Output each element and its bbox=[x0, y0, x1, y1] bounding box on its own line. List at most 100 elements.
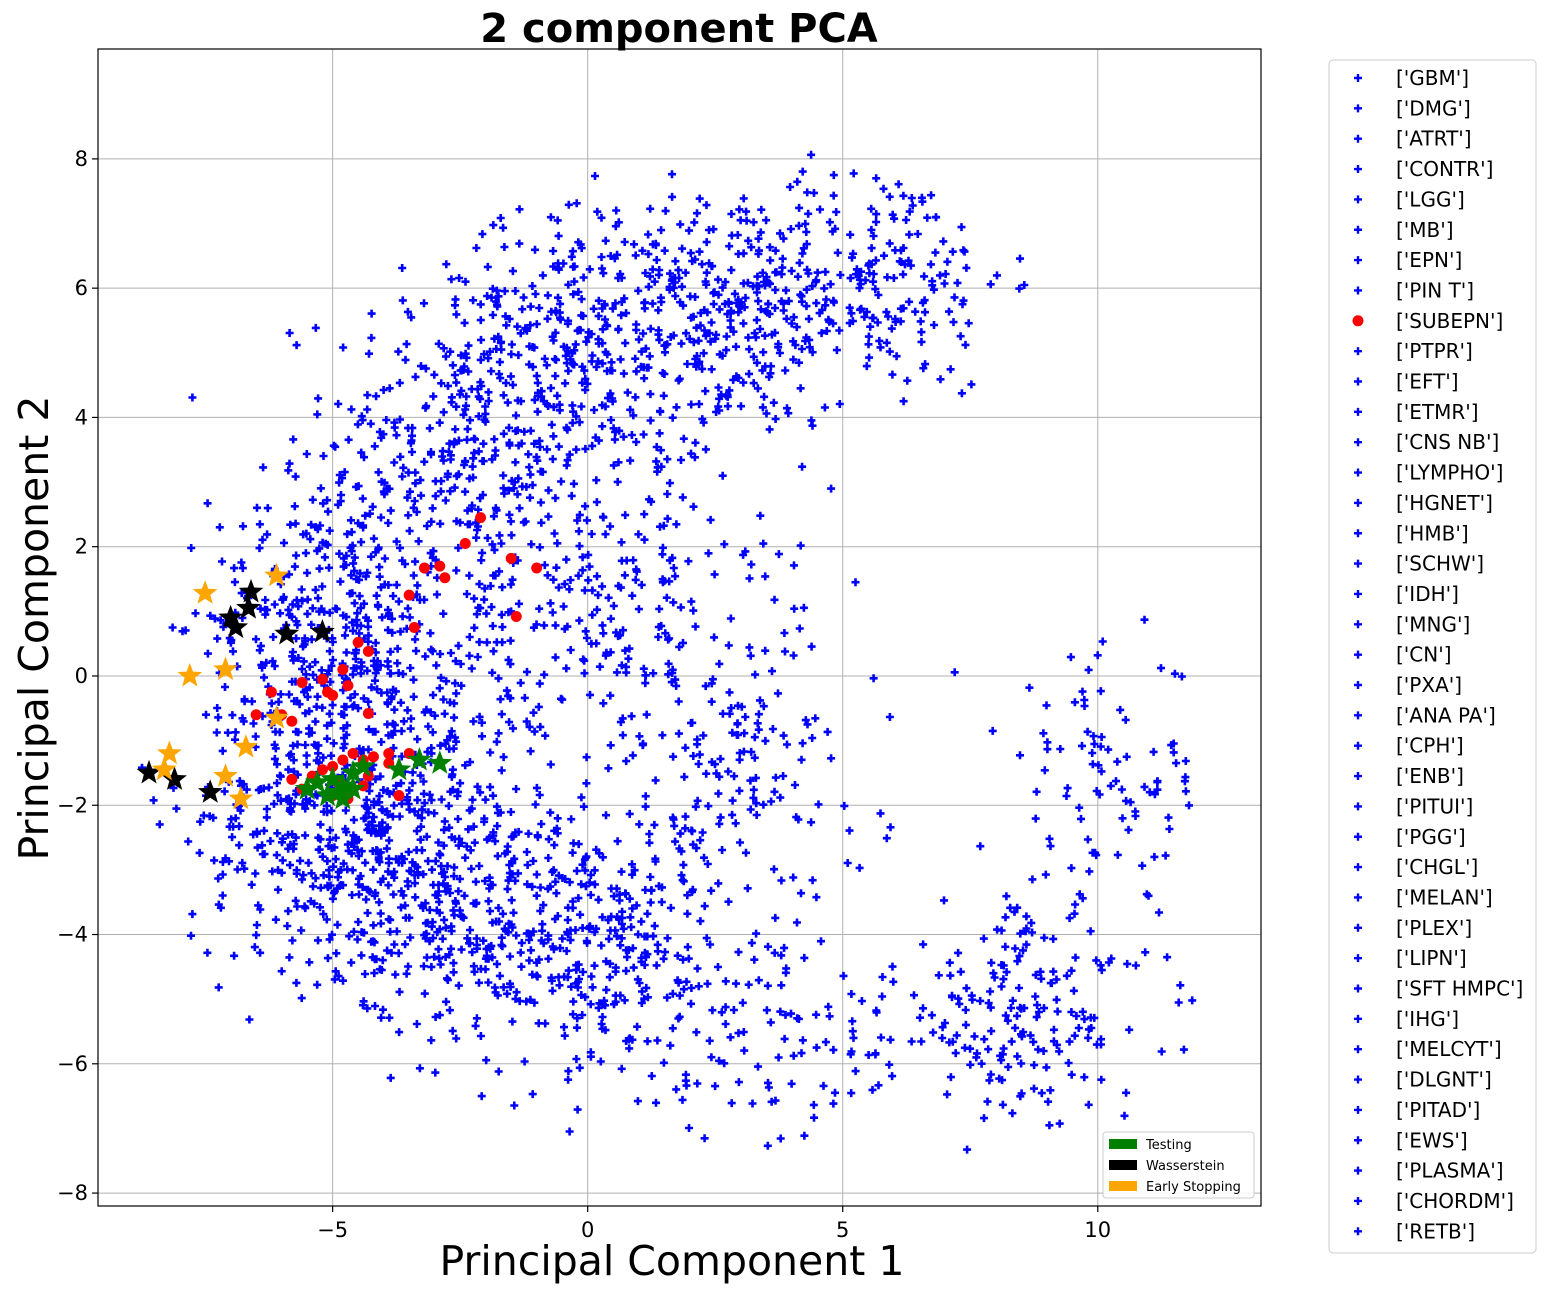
class-legend-label: ['LIPN'] bbox=[1396, 946, 1467, 970]
class-legend-label: ['MB'] bbox=[1396, 218, 1454, 242]
x-tick-label: 10 bbox=[1084, 1218, 1111, 1242]
subepn-point bbox=[408, 622, 420, 633]
class-legend-label: ['LYMPHO'] bbox=[1396, 461, 1503, 485]
class-legend-label: ['EWS'] bbox=[1396, 1128, 1468, 1152]
background-point-markers bbox=[138, 150, 1197, 1154]
class-legend-label: ['EPN'] bbox=[1396, 248, 1462, 272]
wasserstein-point bbox=[238, 578, 264, 603]
class-legend-label: ['PTPR'] bbox=[1396, 339, 1473, 363]
class-legend-marker bbox=[1354, 893, 1362, 902]
class-legend-marker bbox=[1354, 1166, 1362, 1175]
wasserstein-point bbox=[162, 766, 187, 790]
class-legend-marker bbox=[1354, 347, 1362, 356]
grid bbox=[98, 49, 1261, 1206]
class-legend-label: ['HGNET'] bbox=[1396, 491, 1493, 515]
wasserstein-point bbox=[197, 779, 223, 803]
subepn-point bbox=[337, 754, 349, 766]
class-legend-marker bbox=[1354, 832, 1362, 841]
x-axis-label: Principal Component 1 bbox=[440, 1237, 905, 1285]
subepn-point bbox=[367, 751, 379, 763]
early-stopping-point bbox=[213, 763, 238, 787]
class-legend-label: ['CNS NB'] bbox=[1396, 430, 1499, 454]
y-tick-label: −4 bbox=[57, 923, 88, 947]
testing-point bbox=[330, 785, 356, 810]
class-legend-label: ['ENB'] bbox=[1396, 764, 1464, 788]
class-legend-label: ['ATRT'] bbox=[1396, 127, 1472, 151]
y-axis-label: Principal Component 2 bbox=[10, 396, 58, 861]
class-legend-marker bbox=[1354, 286, 1362, 295]
testing-point bbox=[386, 756, 412, 781]
class-legend-label: ['DMG'] bbox=[1396, 96, 1471, 120]
subepn-point bbox=[510, 611, 522, 623]
early-stopping-point bbox=[177, 663, 203, 687]
class-legend-label: ['EFT'] bbox=[1396, 370, 1459, 394]
class-legend-marker bbox=[1354, 954, 1362, 963]
class-legend-label: ['DLGNT'] bbox=[1396, 1068, 1492, 1092]
subepn-point bbox=[327, 760, 339, 772]
early-stopping-point bbox=[264, 705, 289, 729]
early-stopping-point bbox=[192, 580, 218, 604]
class-legend-marker bbox=[1354, 195, 1362, 204]
plot-frame bbox=[97, 48, 1262, 1207]
class-legend-marker bbox=[1354, 1014, 1362, 1023]
class-legend-marker bbox=[1354, 498, 1362, 507]
subepn-point bbox=[383, 748, 395, 760]
subepn-point bbox=[316, 764, 328, 776]
y-tick-label: 8 bbox=[75, 147, 88, 171]
class-legend-marker bbox=[1354, 1136, 1362, 1145]
x-tick-label: −5 bbox=[317, 1218, 348, 1242]
x-tick-label: 5 bbox=[836, 1218, 849, 1242]
method-legend-label: Early Stopping bbox=[1146, 1180, 1241, 1195]
subepn-point bbox=[286, 715, 298, 727]
class-legend-marker bbox=[1354, 863, 1362, 872]
class-legend-marker bbox=[1354, 1227, 1362, 1236]
class-legend-label: ['CHGL'] bbox=[1396, 855, 1478, 879]
subepn-point bbox=[439, 572, 451, 584]
subepn-point bbox=[393, 790, 405, 802]
early-stopping-point bbox=[264, 562, 289, 587]
y-tick-label: 0 bbox=[75, 664, 88, 688]
class-legend-label: ['ETMR'] bbox=[1396, 400, 1479, 424]
subepn-point bbox=[342, 680, 354, 692]
class-legend-label: ['PIN T'] bbox=[1396, 278, 1474, 302]
subepn-point bbox=[505, 552, 517, 564]
class-legend-marker bbox=[1354, 772, 1362, 781]
class-legend-label: ['IDH'] bbox=[1396, 582, 1459, 606]
class-legend-label: ['MELAN'] bbox=[1396, 885, 1493, 909]
subepn-point bbox=[352, 636, 364, 648]
subepn-point bbox=[250, 709, 262, 721]
testing-point bbox=[305, 769, 330, 794]
testing-point bbox=[325, 779, 351, 803]
class-legend-marker bbox=[1354, 529, 1362, 538]
class-legend-label: ['CHORDM'] bbox=[1396, 1189, 1514, 1213]
subepn-point bbox=[531, 562, 543, 574]
class-legend-label: ['SUBEPN'] bbox=[1396, 309, 1503, 333]
subepn-point bbox=[362, 707, 374, 719]
testing-point bbox=[407, 747, 432, 771]
subepn-point bbox=[337, 664, 349, 676]
class-legend-label: ['CPH'] bbox=[1396, 734, 1464, 758]
class-legend-marker bbox=[1354, 134, 1362, 143]
class-legend-marker bbox=[1354, 923, 1362, 932]
testing-point bbox=[427, 750, 453, 774]
subepn-point bbox=[265, 686, 277, 698]
method-legend: Testing Wasserstein Early Stopping bbox=[1102, 1131, 1255, 1199]
class-legend-marker bbox=[1354, 407, 1362, 416]
class-legend-label: ['PLASMA'] bbox=[1396, 1159, 1504, 1183]
method-star-points bbox=[136, 562, 453, 810]
subepn-point bbox=[286, 773, 298, 785]
class-legend-marker bbox=[1354, 650, 1362, 659]
class-legend-marker bbox=[1354, 741, 1362, 750]
early-stopping-point bbox=[233, 734, 259, 758]
class-legend-label: ['MNG'] bbox=[1396, 612, 1470, 636]
y-tick-label: 6 bbox=[75, 276, 88, 300]
method-legend-swatch bbox=[1109, 1139, 1137, 1149]
class-legend-marker bbox=[1352, 315, 1364, 327]
class-legend-label: ['GBM'] bbox=[1396, 66, 1469, 90]
subepn-point bbox=[418, 562, 430, 574]
wasserstein-point bbox=[223, 614, 249, 638]
subepn-point bbox=[347, 748, 359, 760]
class-legend-label: ['HMB'] bbox=[1396, 521, 1469, 545]
class-legend-label: ['LGG'] bbox=[1396, 187, 1465, 211]
